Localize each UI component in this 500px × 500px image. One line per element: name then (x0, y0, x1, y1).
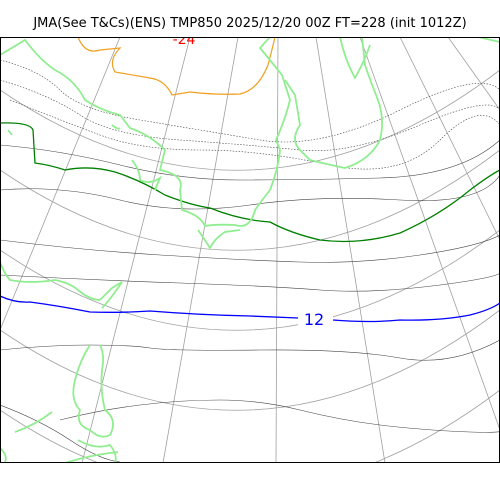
coast-peninsula (197, 229, 241, 250)
lon-line (315, 37, 386, 463)
isotherm (0, 174, 500, 210)
coast-korea-japan (0, 37, 291, 228)
map-title: JMA(See T&Cs)(ENS) TMP850 2025/12/20 00Z… (33, 16, 467, 31)
isotherm (0, 234, 500, 263)
coast-visayas (77, 439, 117, 463)
map-canvas: 12 -24 (0, 37, 500, 463)
coastlines (0, 37, 500, 463)
isotherm (59, 399, 500, 433)
lat-line (0, 69, 500, 171)
lon-line (359, 37, 500, 431)
lon-line (447, 37, 500, 111)
isotherm-cold-label: -24 (173, 37, 196, 48)
lon-line (399, 37, 500, 241)
coast-luzon (72, 344, 114, 438)
coast-island-north (339, 37, 371, 80)
isotherm-warm (0, 122, 500, 243)
coast-borneo-north (64, 451, 119, 463)
coast-taiwan-area (99, 281, 123, 309)
lat-line (0, 309, 500, 411)
coast-china (0, 261, 101, 301)
lon-line (81, 37, 191, 463)
lat-line (0, 389, 500, 463)
coast-east (284, 37, 383, 169)
isotherm-cold (77, 37, 276, 96)
isotherm (9, 99, 500, 170)
weather-map: 12 -24 (0, 37, 500, 463)
isotherm-12-label: 12 (304, 310, 324, 329)
coast-southwest (0, 447, 7, 463)
isotherm (0, 404, 121, 463)
label-12-backdrop (298, 309, 333, 329)
isotherm (0, 270, 500, 292)
lat-line (0, 229, 500, 331)
latitude-grid (0, 69, 500, 463)
coast-islet (111, 124, 121, 130)
isotherm-12 (0, 295, 299, 319)
lat-line (0, 149, 500, 251)
isotherm (0, 79, 500, 151)
coast-kyushu (131, 159, 163, 191)
isotherms-minor (0, 59, 500, 463)
isotherm (0, 139, 500, 181)
coast-west-small (7, 129, 13, 136)
lon-line (275, 37, 279, 463)
isotherm (0, 339, 500, 361)
isotherm (0, 59, 500, 143)
isotherm-12-east (332, 302, 500, 323)
lon-line (162, 37, 239, 463)
coast-south (14, 411, 53, 433)
